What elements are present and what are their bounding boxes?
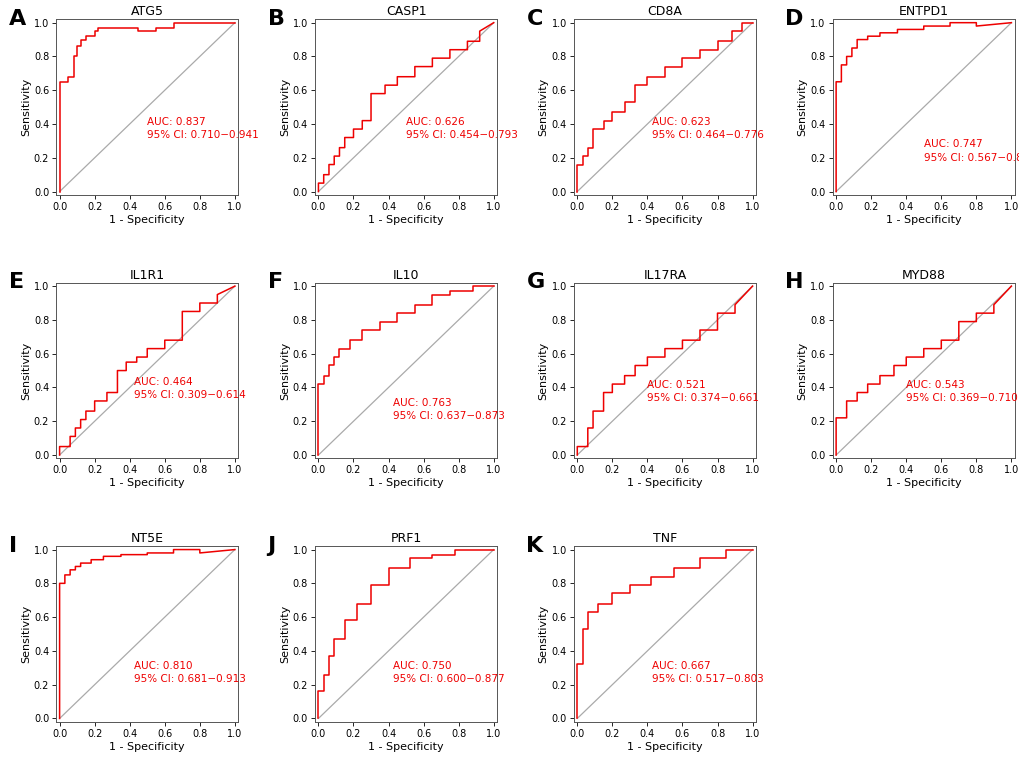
X-axis label: 1 - Specificity: 1 - Specificity: [886, 478, 961, 488]
Y-axis label: Sensitivity: Sensitivity: [538, 78, 548, 136]
Text: AUC: 0.464
95% CI: 0.309−0.614: AUC: 0.464 95% CI: 0.309−0.614: [135, 377, 246, 400]
Title: IL1R1: IL1R1: [129, 269, 165, 282]
Text: G: G: [526, 273, 544, 293]
X-axis label: 1 - Specificity: 1 - Specificity: [886, 215, 961, 225]
Y-axis label: Sensitivity: Sensitivity: [797, 341, 807, 400]
Title: CASP1: CASP1: [385, 5, 426, 18]
Y-axis label: Sensitivity: Sensitivity: [538, 341, 548, 400]
Text: F: F: [267, 273, 282, 293]
Text: AUC: 0.667
95% CI: 0.517−0.803: AUC: 0.667 95% CI: 0.517−0.803: [651, 661, 763, 684]
Title: CD8A: CD8A: [647, 5, 682, 18]
Y-axis label: Sensitivity: Sensitivity: [279, 78, 289, 136]
Text: K: K: [526, 536, 543, 556]
X-axis label: 1 - Specificity: 1 - Specificity: [109, 215, 184, 225]
Title: IL10: IL10: [392, 269, 419, 282]
Text: AUC: 0.750
95% CI: 0.600−0.877: AUC: 0.750 95% CI: 0.600−0.877: [393, 661, 504, 684]
Y-axis label: Sensitivity: Sensitivity: [538, 605, 548, 663]
Text: D: D: [785, 8, 803, 29]
Text: AUC: 0.837
95% CI: 0.710−0.941: AUC: 0.837 95% CI: 0.710−0.941: [147, 117, 259, 140]
Text: E: E: [9, 273, 23, 293]
Text: AUC: 0.626
95% CI: 0.454−0.793: AUC: 0.626 95% CI: 0.454−0.793: [406, 117, 518, 140]
X-axis label: 1 - Specificity: 1 - Specificity: [109, 478, 184, 488]
X-axis label: 1 - Specificity: 1 - Specificity: [368, 742, 443, 752]
Title: IL17RA: IL17RA: [643, 269, 686, 282]
Title: ATG5: ATG5: [130, 5, 164, 18]
X-axis label: 1 - Specificity: 1 - Specificity: [627, 478, 702, 488]
Title: TNF: TNF: [652, 532, 677, 545]
Y-axis label: Sensitivity: Sensitivity: [797, 78, 807, 136]
Text: H: H: [785, 273, 803, 293]
Y-axis label: Sensitivity: Sensitivity: [279, 605, 289, 663]
X-axis label: 1 - Specificity: 1 - Specificity: [627, 215, 702, 225]
Text: I: I: [9, 536, 17, 556]
Text: AUC: 0.521
95% CI: 0.374−0.661: AUC: 0.521 95% CI: 0.374−0.661: [646, 380, 758, 403]
X-axis label: 1 - Specificity: 1 - Specificity: [627, 742, 702, 752]
Title: MYD88: MYD88: [901, 269, 945, 282]
X-axis label: 1 - Specificity: 1 - Specificity: [368, 478, 443, 488]
Text: AUC: 0.623
95% CI: 0.464−0.776: AUC: 0.623 95% CI: 0.464−0.776: [651, 117, 763, 140]
X-axis label: 1 - Specificity: 1 - Specificity: [109, 742, 184, 752]
Title: ENTPD1: ENTPD1: [898, 5, 948, 18]
Text: AUC: 0.810
95% CI: 0.681−0.913: AUC: 0.810 95% CI: 0.681−0.913: [135, 661, 247, 684]
Text: C: C: [526, 8, 542, 29]
Y-axis label: Sensitivity: Sensitivity: [21, 341, 31, 400]
Y-axis label: Sensitivity: Sensitivity: [21, 78, 31, 136]
Title: PRF1: PRF1: [390, 532, 421, 545]
Text: AUC: 0.543
95% CI: 0.369−0.710: AUC: 0.543 95% CI: 0.369−0.710: [905, 380, 1016, 403]
Text: B: B: [267, 8, 284, 29]
Text: J: J: [267, 536, 275, 556]
X-axis label: 1 - Specificity: 1 - Specificity: [368, 215, 443, 225]
Title: NT5E: NT5E: [130, 532, 164, 545]
Text: AUC: 0.763
95% CI: 0.637−0.873: AUC: 0.763 95% CI: 0.637−0.873: [393, 398, 504, 421]
Y-axis label: Sensitivity: Sensitivity: [21, 605, 31, 663]
Y-axis label: Sensitivity: Sensitivity: [279, 341, 289, 400]
Text: A: A: [9, 8, 25, 29]
Text: AUC: 0.747
95% CI: 0.567−0.898: AUC: 0.747 95% CI: 0.567−0.898: [923, 140, 1019, 163]
